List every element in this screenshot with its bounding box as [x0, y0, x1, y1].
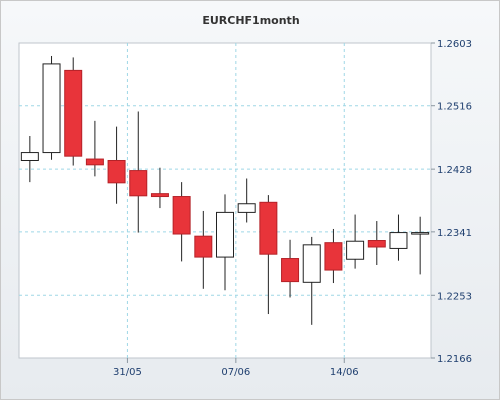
y-tick-label: 1.2516 [437, 102, 472, 113]
candle-layer [20, 55, 430, 325]
y-tick-label: 1.2341 [437, 228, 472, 239]
candle-body-up [42, 63, 61, 154]
candle-body-down [194, 235, 213, 258]
candle-body-down [107, 159, 126, 184]
y-tick-label: 1.2253 [437, 291, 472, 302]
candle-body-down [172, 196, 191, 235]
candle-body-up [20, 152, 39, 161]
candle-body-up [411, 232, 430, 235]
candle-body-down [367, 240, 386, 248]
candle-body-down [324, 242, 343, 271]
candle-body-up [237, 203, 256, 213]
x-tick-label: 07/06 [221, 367, 250, 378]
candle-body-down [85, 158, 104, 166]
candle-body-up [216, 211, 234, 258]
candle-body-down [150, 193, 169, 198]
candle-body-down [281, 258, 300, 283]
x-tick-label: 14/06 [330, 367, 359, 378]
candle-body-down [64, 69, 83, 157]
candle-body-up [302, 244, 321, 283]
y-tick-label: 1.2166 [437, 354, 472, 365]
x-tick-label: 31/05 [113, 367, 142, 378]
y-tick-label: 1.2603 [437, 39, 472, 50]
candle-body-up [389, 232, 408, 249]
candle-body-down [129, 170, 148, 197]
y-tick-label: 1.2428 [437, 165, 472, 176]
axis-layer: 1.2166 1.2253 1.2341 1.2428 1.2516 1.2603 31/0… [113, 39, 472, 378]
chart-title: EURCHF1month [202, 14, 299, 27]
candle-body-up [346, 240, 365, 260]
candle-body-down [259, 201, 278, 255]
